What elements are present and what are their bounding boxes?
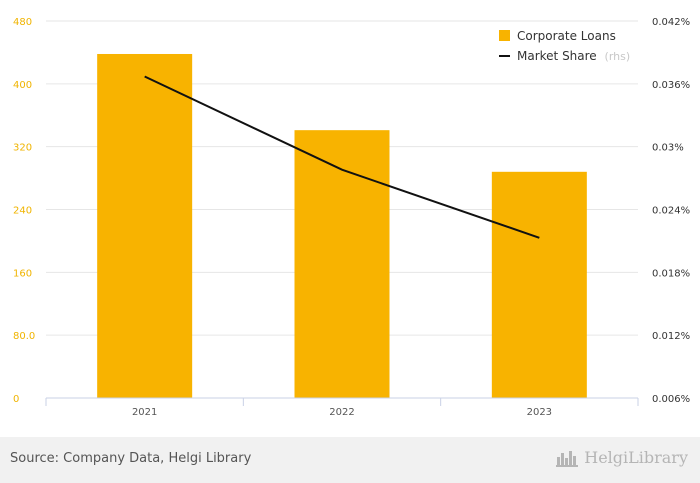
legend[interactable]: Corporate Loans Market Share (rhs) (499, 29, 630, 63)
y-left-tick-label: 80.0 (13, 331, 35, 342)
logo-text: HelgiLibrary (584, 448, 688, 467)
legend-market-share-name: Market Share (517, 49, 597, 63)
source-note: Source: Company Data, Helgi Library (10, 451, 252, 466)
y-axis-right: 0.006% 0.012% 0.018% 0.024% 0.03% 0.036% 0.042… (652, 17, 690, 405)
legend-rhs-suffix: (rhs) (605, 50, 631, 63)
city-skyline-icon (556, 450, 579, 467)
y-right-tick-label: 0.036% (652, 80, 690, 91)
legend-label-market-share: Market Share (rhs) (517, 49, 630, 63)
y-right-tick-label: 0.006% (652, 394, 690, 405)
y-axis-left: 0 80.0 160 240 320 400 480 (13, 17, 35, 405)
market-share-line (144, 75, 540, 239)
x-axis: 2021 2022 2023 (45, 397, 639, 418)
helgi-library-logo[interactable]: HelgiLibrary (556, 448, 688, 467)
x-tick-label: 2023 (527, 407, 552, 418)
y-right-tick-label: 0.024% (652, 206, 690, 217)
x-tick-label: 2022 (329, 407, 354, 418)
y-left-tick-label: 160 (13, 268, 32, 279)
y-left-tick-label: 480 (13, 17, 32, 28)
y-left-tick-label: 320 (13, 143, 32, 154)
footer: Source: Company Data, Helgi Library Helg… (0, 437, 700, 483)
y-left-tick-label: 0 (13, 394, 19, 405)
bar-corporate-loans[interactable] (294, 130, 390, 398)
y-right-tick-label: 0.03% (652, 143, 684, 154)
bar-corporate-loans[interactable] (97, 53, 193, 399)
legend-swatch-corporate-loans (499, 30, 510, 41)
y-left-tick-label: 400 (13, 80, 32, 91)
line-market-share[interactable] (144, 75, 540, 239)
bar-corporate-loans[interactable] (491, 171, 587, 398)
y-right-tick-label: 0.018% (652, 268, 690, 279)
chart: 2021 2022 2023 0 80.0 160 240 320 400 480 0.006%… (13, 17, 690, 418)
y-right-tick-label: 0.042% (652, 17, 690, 28)
legend-label-corporate-loans: Corporate Loans (517, 29, 616, 43)
y-right-tick-label: 0.012% (652, 331, 690, 342)
y-left-tick-label: 240 (13, 206, 32, 217)
x-tick-label: 2021 (132, 407, 157, 418)
bars (97, 53, 587, 399)
